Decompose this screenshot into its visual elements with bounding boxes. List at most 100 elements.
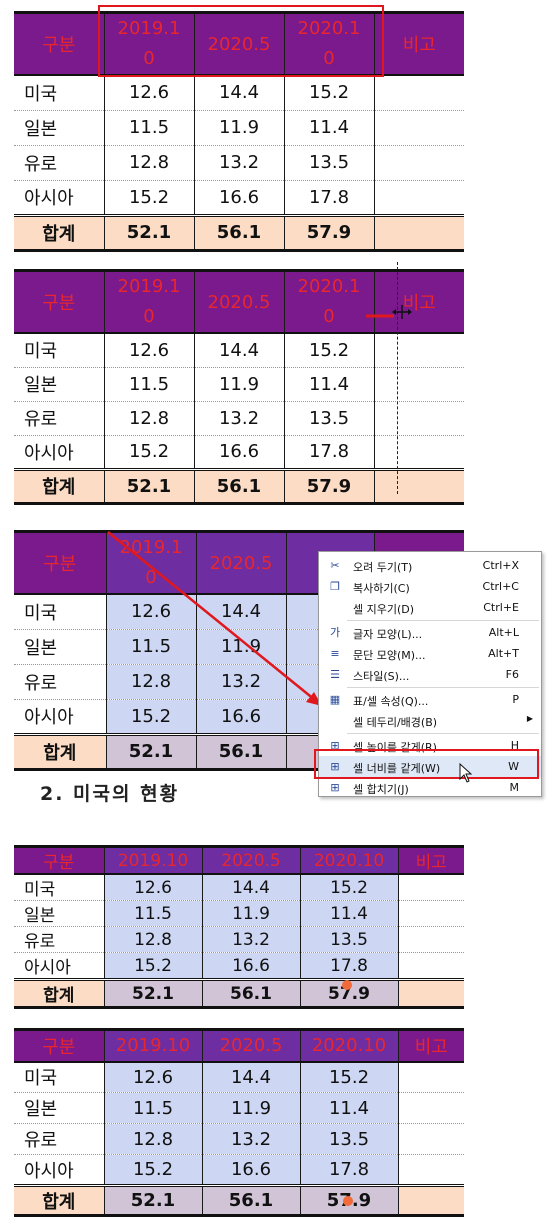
menu-item-cell-border[interactable]: 셀 테두리/배경(B) ▶ <box>353 714 533 729</box>
cell[interactable]: 11.4 <box>283 366 375 401</box>
cell[interactable]: 13.2 <box>201 926 301 953</box>
cell[interactable]: 17.8 <box>299 952 399 980</box>
header-category[interactable]: 구분 <box>14 269 105 334</box>
cell[interactable]: 13.2 <box>193 144 285 180</box>
cell[interactable]: 15.2 <box>283 74 375 110</box>
cell[interactable]: 12.8 <box>103 144 195 180</box>
cell[interactable]: 12.6 <box>105 593 197 629</box>
header-note[interactable]: 비고 <box>373 269 464 334</box>
cell-note[interactable] <box>397 926 464 953</box>
cell[interactable]: 15.2 <box>103 952 203 980</box>
cell[interactable]: 15.2 <box>103 179 195 215</box>
total-label[interactable]: 합계 <box>14 213 105 252</box>
cell[interactable]: 11.9 <box>195 628 287 664</box>
cell-note[interactable] <box>373 74 464 110</box>
cell-note[interactable] <box>373 434 464 469</box>
menu-item-equal-width[interactable]: ⊞ 셀 너비를 같게(W) W <box>319 756 541 777</box>
cell[interactable]: 13.2 <box>201 1123 301 1155</box>
header-2019-10[interactable]: 2019.10 <box>103 845 203 875</box>
total-cell[interactable]: 52.1 <box>103 467 195 505</box>
cell[interactable]: 14.4 <box>201 1061 301 1093</box>
row-label[interactable]: 미국 <box>14 332 105 367</box>
cell[interactable]: 15.2 <box>299 1061 399 1093</box>
cell[interactable]: 14.4 <box>201 873 301 901</box>
row-label[interactable]: 일본 <box>14 366 105 401</box>
cell[interactable]: 13.5 <box>299 926 399 953</box>
cell-note[interactable] <box>397 1061 464 1093</box>
row-label[interactable]: 일본 <box>14 1092 105 1124</box>
total-cell[interactable]: 57.9 <box>283 467 375 505</box>
cell[interactable]: 11.4 <box>299 1092 399 1124</box>
cell-note[interactable] <box>373 144 464 180</box>
header-note[interactable]: 비고 <box>373 11 464 76</box>
cell[interactable]: 17.8 <box>283 434 375 469</box>
cell[interactable]: 15.2 <box>105 698 197 734</box>
row-label[interactable]: 일본 <box>14 109 105 145</box>
total-label[interactable]: 합계 <box>14 732 107 771</box>
header-2020-10[interactable]: 2020.10 <box>299 845 399 875</box>
header-2019-10[interactable]: 2019.10 <box>103 1028 203 1063</box>
cell-note[interactable] <box>397 1123 464 1155</box>
row-label[interactable]: 일본 <box>14 628 107 664</box>
menu-item-char-shape[interactable]: 가 글자 모양(L)... Alt+L <box>329 626 519 641</box>
total-label[interactable]: 합계 <box>14 467 105 505</box>
row-label[interactable]: 미국 <box>14 593 107 629</box>
total-cell[interactable]: 56.1 <box>193 213 285 252</box>
cell[interactable]: 13.5 <box>283 400 375 435</box>
cell-note[interactable] <box>397 873 464 901</box>
cell[interactable]: 17.8 <box>283 179 375 215</box>
total-label[interactable]: 합계 <box>14 1184 105 1217</box>
cell[interactable]: 16.6 <box>195 698 287 734</box>
cell[interactable]: 12.8 <box>103 926 203 953</box>
total-cell[interactable]: 56.1 <box>201 978 301 1009</box>
cell[interactable]: 13.5 <box>299 1123 399 1155</box>
header-2020-5[interactable]: 2020.5 <box>195 530 287 595</box>
menu-item-clear-cell[interactable]: 셀 지우기(D) Ctrl+E <box>353 601 519 616</box>
total-cell[interactable]: 56.1 <box>201 1184 301 1217</box>
row-label[interactable]: 유로 <box>14 144 105 180</box>
row-label[interactable]: 아시아 <box>14 434 105 469</box>
menu-item-cut[interactable]: ✂ 오려 두기(T) Ctrl+X <box>319 555 541 576</box>
total-note[interactable] <box>397 1184 464 1217</box>
cell[interactable]: 16.6 <box>201 1154 301 1186</box>
cell-note[interactable] <box>373 400 464 435</box>
cell[interactable]: 16.6 <box>193 434 285 469</box>
cell[interactable]: 13.5 <box>283 144 375 180</box>
header-note[interactable]: 비고 <box>397 1028 464 1063</box>
cell[interactable]: 11.4 <box>299 900 399 927</box>
header-2020-10[interactable]: 2020.10 <box>299 1028 399 1063</box>
header-2020-5[interactable]: 2020.5 <box>201 1028 301 1063</box>
row-label[interactable]: 아시아 <box>14 952 105 980</box>
menu-item-merge-cells[interactable]: ⊞ 셀 합치기(J) M <box>319 777 541 798</box>
row-label[interactable]: 미국 <box>14 873 105 901</box>
total-cell[interactable]: 52.1 <box>103 1184 203 1217</box>
row-label[interactable]: 유로 <box>14 400 105 435</box>
header-category[interactable]: 구분 <box>14 1028 105 1063</box>
cell[interactable]: 16.6 <box>201 952 301 980</box>
cell[interactable]: 15.2 <box>299 873 399 901</box>
total-note[interactable] <box>397 978 464 1009</box>
cell-note[interactable] <box>373 179 464 215</box>
row-label[interactable]: 일본 <box>14 900 105 927</box>
total-cell[interactable]: 52.1 <box>103 213 195 252</box>
cell[interactable]: 15.2 <box>283 332 375 367</box>
header-2020-5[interactable]: 2020.5 <box>193 11 285 76</box>
row-label[interactable]: 유로 <box>14 926 105 953</box>
cell[interactable]: 12.8 <box>103 1123 203 1155</box>
cell-note[interactable] <box>397 1092 464 1124</box>
cell[interactable]: 12.6 <box>103 873 203 901</box>
cell[interactable]: 14.4 <box>193 332 285 367</box>
cell-note[interactable] <box>397 900 464 927</box>
cell[interactable]: 11.9 <box>201 900 301 927</box>
total-note[interactable] <box>373 467 464 505</box>
row-label[interactable]: 미국 <box>14 1061 105 1093</box>
total-cell[interactable]: 57.9 <box>283 213 375 252</box>
cell-note[interactable] <box>373 109 464 145</box>
header-category[interactable]: 구분 <box>14 530 107 595</box>
cell[interactable]: 12.6 <box>103 1061 203 1093</box>
header-note[interactable]: 비고 <box>397 845 464 875</box>
total-cell[interactable]: 56.1 <box>195 732 287 771</box>
cell[interactable]: 11.5 <box>105 628 197 664</box>
